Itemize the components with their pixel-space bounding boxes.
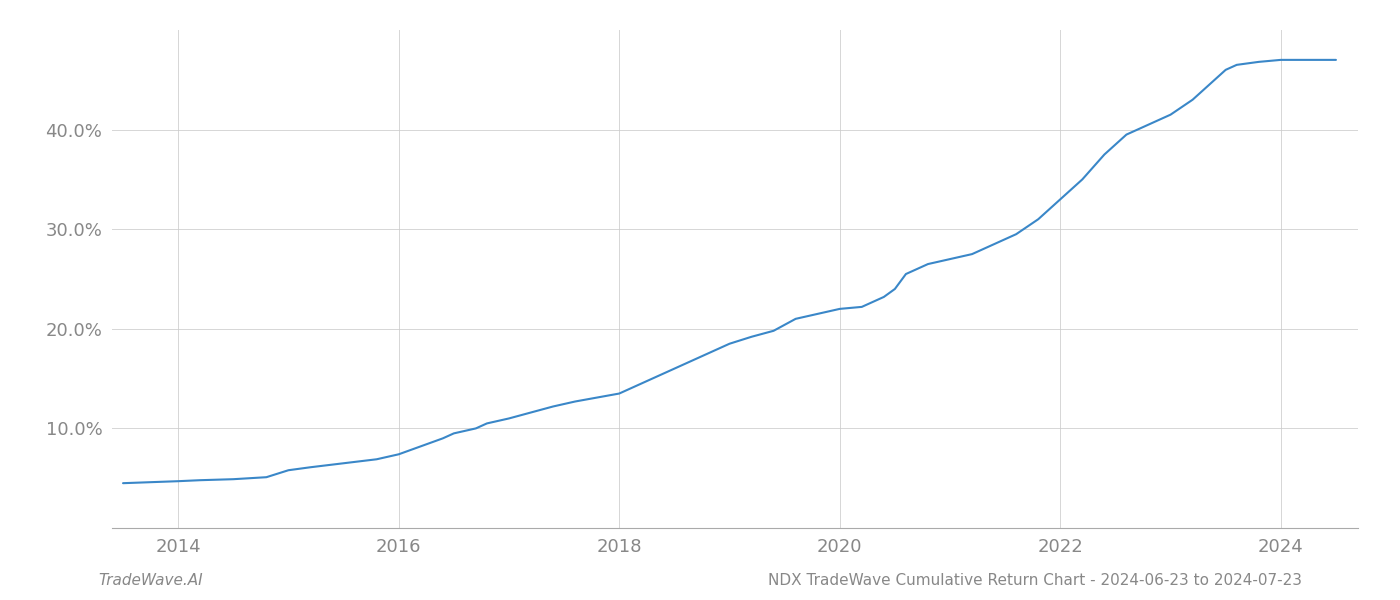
Text: TradeWave.AI: TradeWave.AI xyxy=(98,573,203,588)
Text: NDX TradeWave Cumulative Return Chart - 2024-06-23 to 2024-07-23: NDX TradeWave Cumulative Return Chart - … xyxy=(769,573,1302,588)
